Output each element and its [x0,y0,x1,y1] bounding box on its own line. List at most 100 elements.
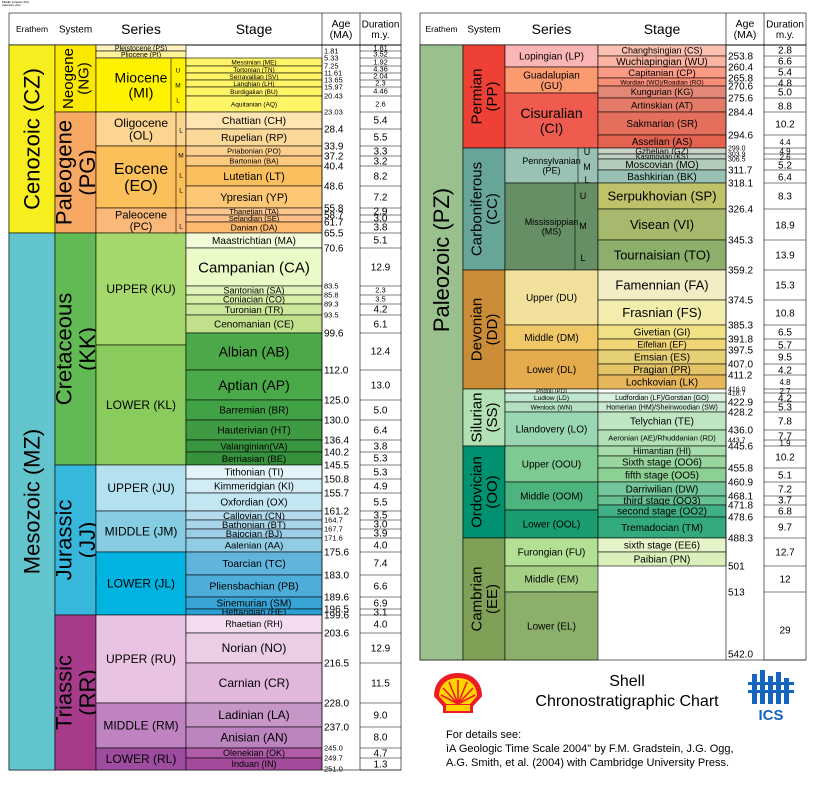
stage-label: Ypresian (YP) [220,192,288,204]
subseries-mark: M [579,221,587,231]
age-label: 245.0 [324,744,343,753]
age-label: 418.7 [728,390,746,397]
stage-band [597,182,727,210]
series-label: Lower (DL) [527,365,576,376]
series-band [504,349,599,390]
duration-label: 2.6 [375,100,385,109]
stage-label: Messinian (ME) [231,59,276,66]
age-label: 164.7 [324,516,343,525]
age-label: 196.5 [324,605,349,616]
series-label: Pleistocene (PS) [115,45,167,52]
stage-label: Asselian (AS) [632,137,693,148]
duration-label: 6.1 [374,320,388,331]
stage-label: Rupelian (RP) [221,132,287,144]
stage-label: Bajocian (BJ) [226,529,283,540]
erathem-label: Cenozoic (CZ) [20,68,45,210]
duration-label: 8.2 [374,172,388,183]
duration-label: 5.1 [778,471,792,482]
stage-label: Telychian (TE) [630,417,694,428]
stage-label: fifth stage (OO5) [625,471,699,482]
age-label: 37.2 [324,152,344,163]
stage-label: Kasimovian (KS) [636,154,688,161]
stage-label: Tortonian (TN) [233,67,275,74]
duration-label: 7.7 [778,432,792,443]
series-label: Llandovery (LO) [516,425,588,436]
erathem-band [419,44,464,661]
series-label: Ludlow (LD) [534,395,569,402]
stage-label: Tremadocian (TM) [621,523,703,534]
stage-label: Albian (AB) [219,343,290,359]
stage-label: Bashkirian (BK) [627,172,696,183]
stage-label: Homerian (HM)/Sheinwoodian (SW) [606,404,718,411]
stage-label: sixth stage (EE6) [624,541,700,552]
duration-label: 6.4 [778,173,792,184]
col-header-stage: Stage [644,21,681,37]
duration-label: 7.2 [778,485,792,496]
tiny-note: Middle Jurassic (BJ) [2,0,30,4]
stage-label: Changhsingian (CS) [621,46,702,56]
age-label: 501 [728,562,745,573]
duration-label: 1.92 [373,58,388,67]
duration-label: 3.5 [374,511,388,522]
age-label: 70.6 [324,244,344,255]
age-label: 89.3 [324,300,339,309]
series-band [504,92,599,149]
age-label: 15.97 [324,83,343,92]
series-label: Lower (EL) [527,622,576,633]
stage-label: Langhian (LH) [233,81,274,88]
erathem-band [8,232,56,771]
age-label: 542.0 [728,650,753,661]
system-label: Cretaceous(KK) [52,293,100,406]
details-note: For details see: ìA Geologic Time Scale … [446,728,806,770]
tiny-note: Aalenian (AA) [2,3,21,7]
details-line: ìA Geologic Time Scale 2004" by F.M. Gra… [446,743,734,755]
stage-label: Aquitanian (AQ) [231,101,277,108]
stage-label: Rhaetian (RH) [225,619,283,629]
stage-label: Callovian (CN) [223,511,285,522]
stage-label: Selandian (SE) [229,214,280,223]
duration-label: 1.9 [779,439,791,448]
ics-logo: ICS [744,668,798,724]
series-label: MIDDLE (RM) [103,719,178,733]
series-label: Wenlock (WN) [531,404,573,411]
age-label: 445.6 [728,442,753,453]
series-label: Pennsylvanian (PE) [522,156,581,175]
stage-label: Chattian (CH) [222,115,286,127]
age-label: 155.7 [324,489,349,500]
age-label: 161.2 [324,507,349,518]
stage-label: Emsian (ES) [634,353,690,364]
duration-label: 5.2 [778,161,792,172]
age-label: 260.4 [728,63,753,74]
duration-label: 4.0 [374,541,388,552]
stage-label: Wuchiapingian (WU) [616,57,708,68]
stage-label: Artinskian (AT) [631,100,693,111]
system-label: Silurian(SS) [468,392,501,442]
duration-label: 15.3 [775,281,795,292]
erathem-label: Paleozoic (PZ) [429,188,454,332]
stage-label: Tithonian (TI) [224,468,283,479]
duration-label: 3.1 [374,608,388,619]
duration-label: 9.5 [778,353,792,364]
system-label: Devonian(DD) [468,298,501,361]
age-label: 28.4 [324,125,344,136]
system-band [462,537,506,661]
age-label: 318.1 [728,179,753,190]
series-label: Lopingian (LP) [519,52,584,63]
system-band [54,44,97,113]
footer: Shell Chronostratigraphic Chart ICS For … [432,640,812,780]
stage-label: Aeronian (AE)/Rhuddanian (RD) [608,434,716,443]
duration-label: 29 [779,626,791,637]
age-label: 85.8 [324,291,339,300]
duration-label: 8.0 [374,733,388,744]
stage-label: Serravallian (SV) [229,74,278,81]
subseries-mark: U [176,67,181,74]
stage-label: Hettangian (HE) [222,607,287,617]
age-label: 145.5 [324,461,349,472]
stage-label: Santonian (SA) [223,286,284,296]
duration-label: 3.3 [374,147,388,158]
duration-label: 6.5 [778,328,792,339]
age-label: 407.0 [728,360,753,371]
age-label: 13.65 [324,76,343,85]
